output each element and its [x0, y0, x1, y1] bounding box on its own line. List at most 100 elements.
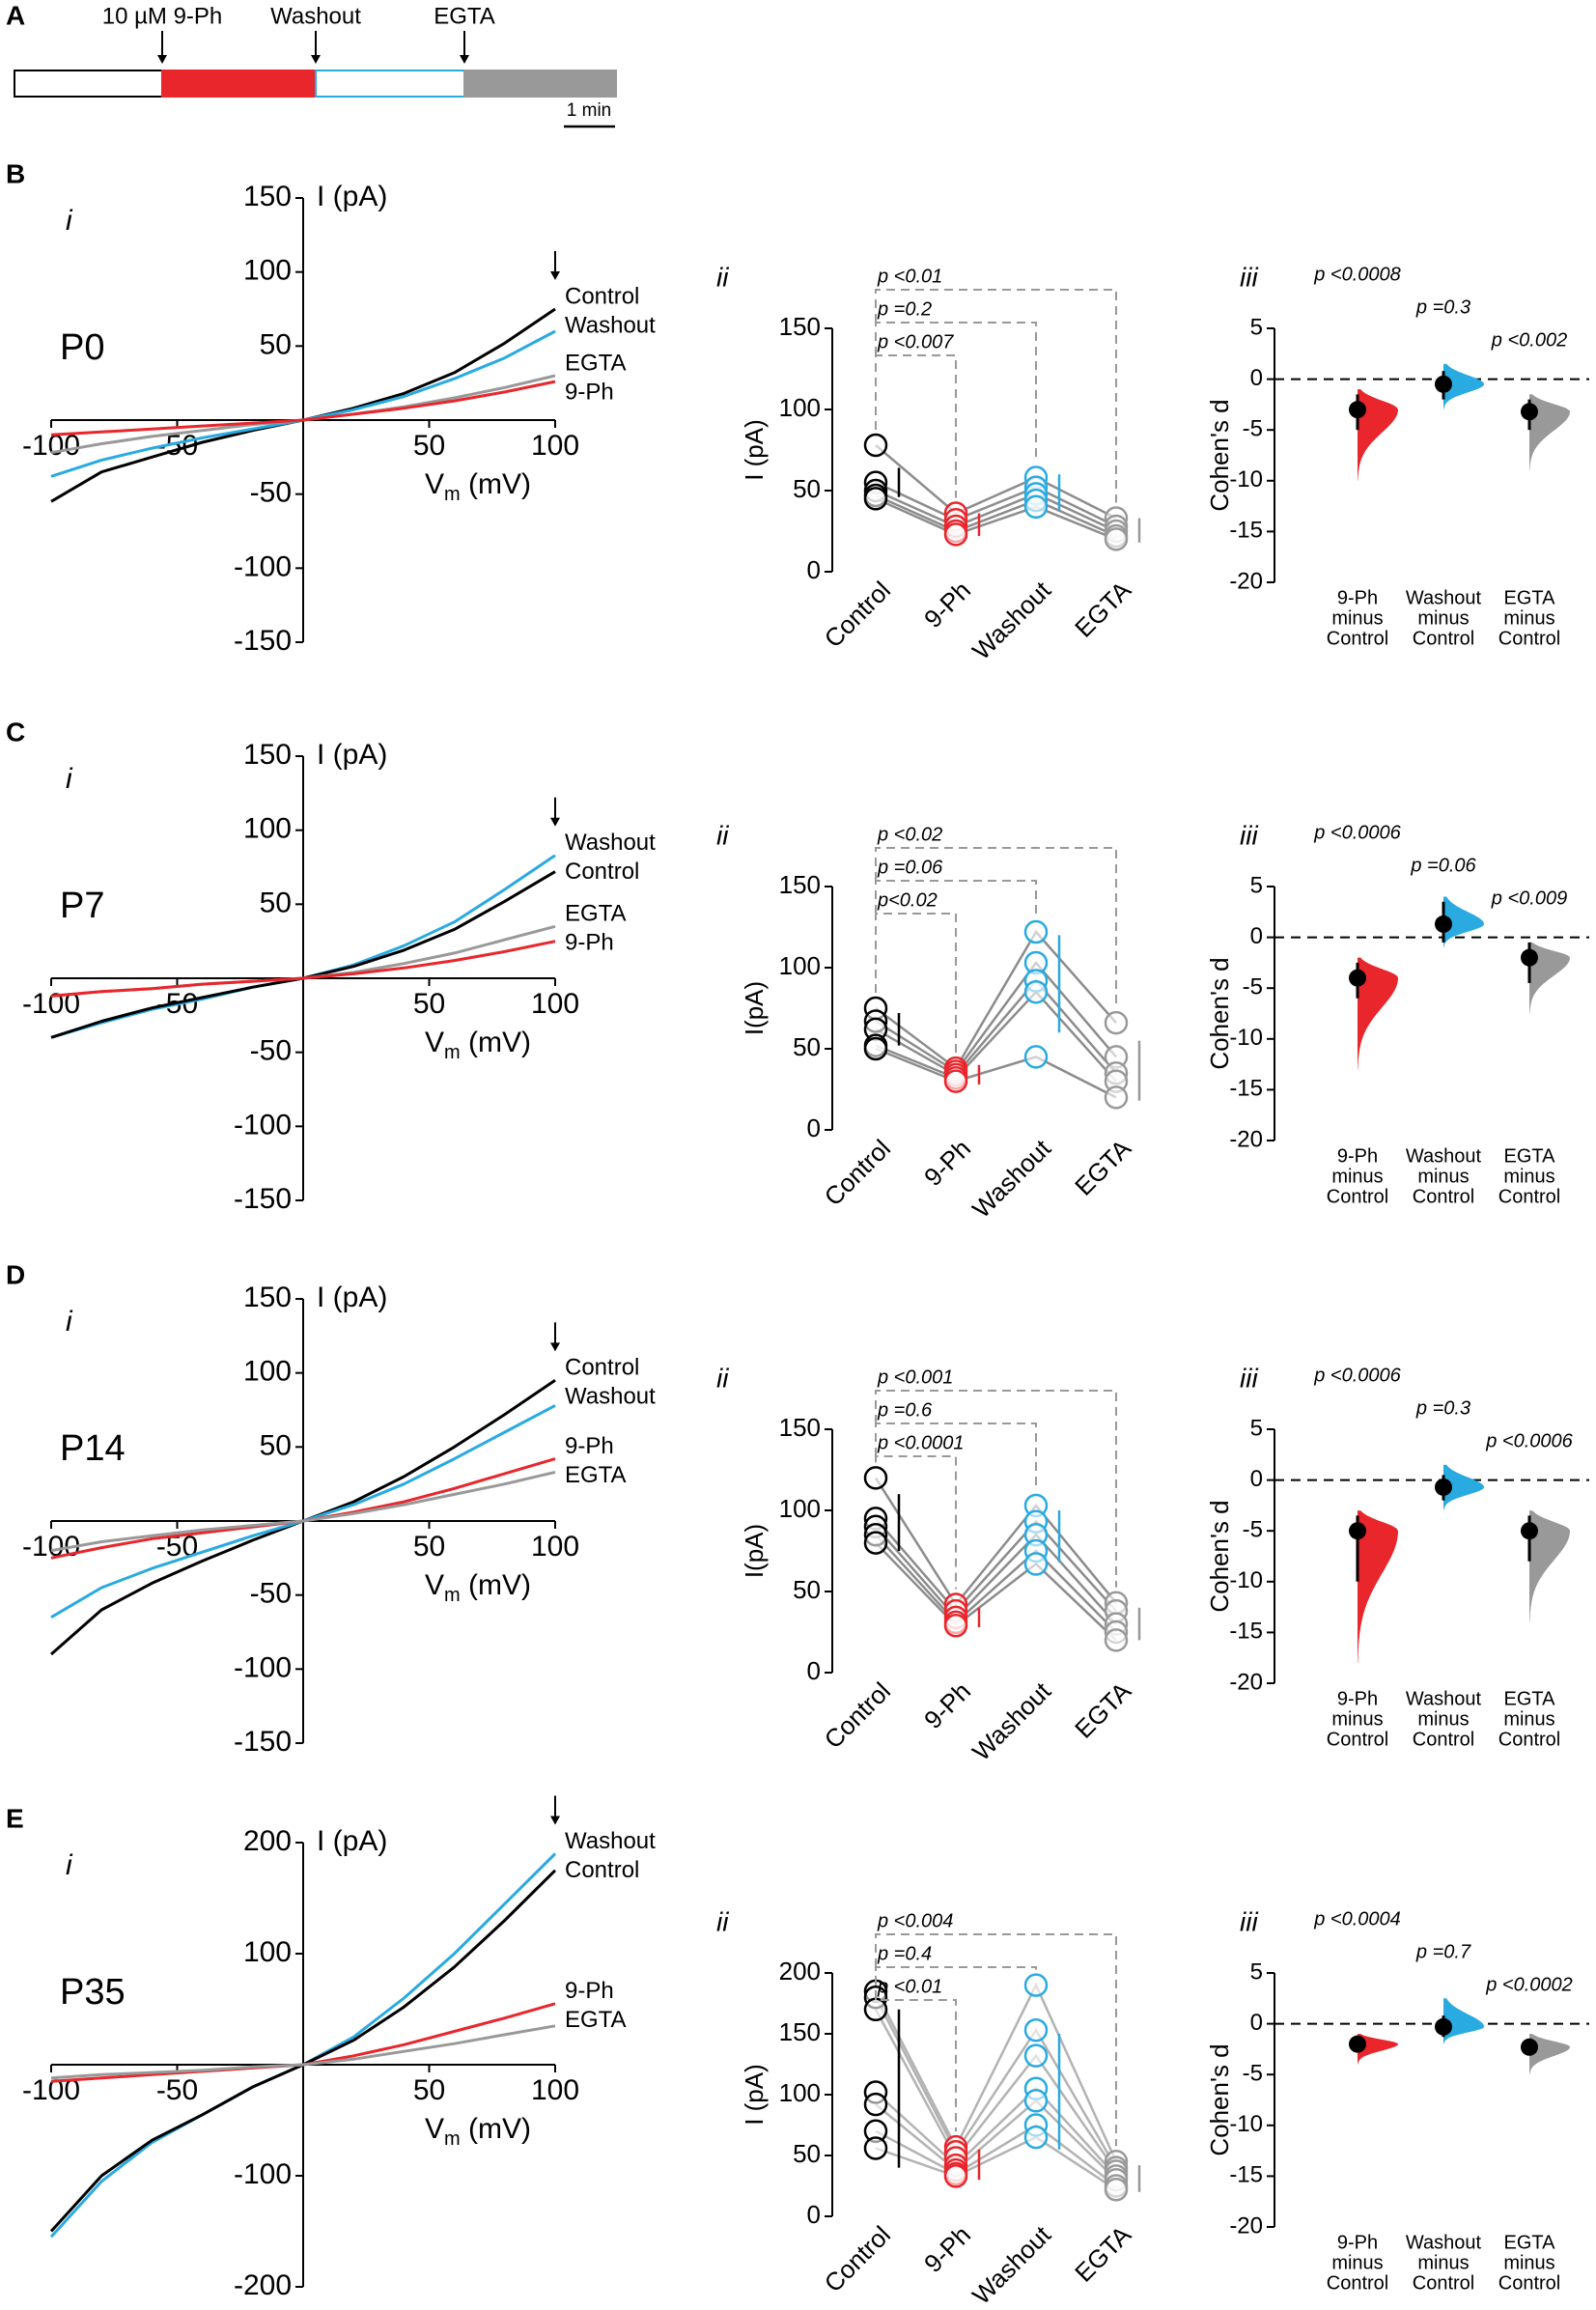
paired-line: [875, 1525, 1117, 1625]
y-tick-label: -100: [234, 1109, 292, 1141]
category-label: minus: [1331, 1708, 1383, 1730]
y-tick-label: 5: [1250, 1958, 1263, 1985]
category-label: Control: [819, 576, 896, 653]
y-tick-label: 100: [243, 1936, 292, 1968]
panel-label: B: [6, 158, 25, 188]
cell-point: [1023, 494, 1049, 520]
y-tick-label: 50: [793, 2139, 821, 2168]
x-tick-label: 50: [413, 430, 445, 462]
p-value: p <0.0008: [1313, 264, 1401, 285]
y-tick-label: -10: [1229, 2111, 1263, 2137]
subpanel-label: i: [66, 1306, 73, 1338]
paired-line: [875, 2086, 1117, 2178]
legend-label: 9-Ph: [565, 1978, 614, 2004]
p-value: p <0.009: [1491, 887, 1567, 909]
category-label: 9-Ph: [1337, 1145, 1378, 1167]
bootstrap-distribution: [1358, 957, 1398, 1070]
y-tick-label: -20: [1229, 1669, 1263, 1695]
cell-point: [863, 1036, 888, 1061]
arrow-head: [550, 817, 560, 827]
y-tick-label: 0: [807, 2200, 821, 2229]
category-label: EGTA: [1069, 1133, 1136, 1200]
bootstrap-distribution: [1443, 363, 1484, 410]
cell-point: [863, 1997, 888, 2022]
category-label: Washout: [1406, 2232, 1482, 2253]
bootstrap-distribution: [1358, 389, 1398, 481]
paired-line: [875, 1517, 1117, 1614]
y-tick-label: 50: [260, 887, 292, 918]
subpanel-label: iii: [1240, 262, 1258, 292]
x-tick-label: 100: [531, 1531, 579, 1563]
y-tick-label: -15: [1229, 518, 1263, 544]
p-value: p <0.0006: [1313, 822, 1401, 843]
paired-line: [875, 493, 1117, 538]
y-tick-label: 5: [1250, 314, 1263, 340]
y-tick-label: 100: [243, 255, 292, 287]
paired-line: [875, 2135, 1117, 2191]
arrow-head: [550, 271, 560, 280]
effect-size: [1521, 2038, 1538, 2056]
x-label-main: V: [425, 2113, 444, 2145]
category-label: EGTA: [1069, 575, 1136, 642]
cell-point: [863, 1531, 888, 1555]
arrow-head: [460, 55, 469, 64]
x-tick-label: 100: [531, 430, 579, 462]
y-axis-label: Cohen's d: [1205, 2043, 1234, 2155]
subpanel-label: ii: [716, 820, 729, 850]
p-value: p <0.0006: [1485, 1430, 1573, 1451]
comparison-bracket: [875, 880, 1037, 917]
comparison-bracket: [875, 354, 957, 498]
iv-curve: [50, 380, 556, 437]
paired-line: [875, 1541, 1117, 1642]
category-label: Control: [1327, 2272, 1388, 2294]
y-tick-label: 0: [1250, 365, 1263, 391]
y-tick-label: -10: [1229, 1025, 1263, 1051]
y-tick-label: 150: [779, 312, 821, 341]
y-tick-label: -100: [234, 1651, 292, 1683]
y-tick-label: 0: [1250, 1466, 1263, 1492]
paired-line: [875, 1534, 1117, 1633]
x-label-main: V: [425, 1569, 444, 1601]
category-label: Washout: [966, 1676, 1057, 1766]
p-value: p =0.2: [877, 298, 932, 320]
y-tick-label: -5: [1243, 2061, 1263, 2087]
comparison-bracket: [875, 913, 957, 1054]
category-label: Control: [819, 1676, 896, 1754]
arrow-head: [311, 55, 321, 64]
event-label: 10 µM 9-Ph: [102, 3, 223, 29]
category-label: 9-Ph: [918, 1676, 976, 1734]
p-value: p =0.06: [1410, 855, 1476, 876]
y-tick-label: -50: [250, 1035, 292, 1067]
legend-label: EGTA: [565, 2007, 627, 2033]
p-value: p =0.3: [1415, 296, 1470, 318]
y-tick-label: -10: [1229, 1567, 1263, 1593]
cell-point: [1104, 1085, 1129, 1110]
category-label: minus: [1417, 1166, 1469, 1187]
x-axis-label: Vm (mV): [425, 1569, 531, 1606]
effect-size: [1435, 915, 1452, 933]
category-label: Control: [1413, 1729, 1474, 1750]
y-tick-label: 150: [243, 181, 292, 212]
p-value: p <0.0002: [1485, 1974, 1573, 1995]
category-label: Control: [1413, 628, 1474, 649]
x-tick-label: 50: [413, 988, 445, 1020]
subpanel-label: ii: [716, 262, 729, 292]
legend-label: EGTA: [565, 350, 627, 376]
paired-line: [875, 978, 1117, 1077]
y-axis-label: I (pA): [317, 1825, 387, 1857]
comparison-bracket: [875, 1933, 1117, 2147]
y-tick-label: -5: [1243, 974, 1263, 1000]
category-label: Washout: [1406, 1145, 1482, 1167]
comparison-bracket: [875, 1390, 1117, 1588]
y-tick-label: -100: [234, 550, 292, 582]
y-tick-label: 150: [779, 870, 821, 899]
y-tick-label: 150: [779, 1413, 821, 1442]
category-label: Control: [1327, 628, 1388, 649]
comparison-bracket: [875, 1455, 957, 1590]
legend-label: Control: [565, 283, 639, 309]
arrow-head: [550, 1342, 560, 1352]
category-label: minus: [1331, 1166, 1383, 1187]
bootstrap-distribution: [1358, 2034, 1398, 2065]
p-value: p <0.01: [877, 1976, 942, 1997]
